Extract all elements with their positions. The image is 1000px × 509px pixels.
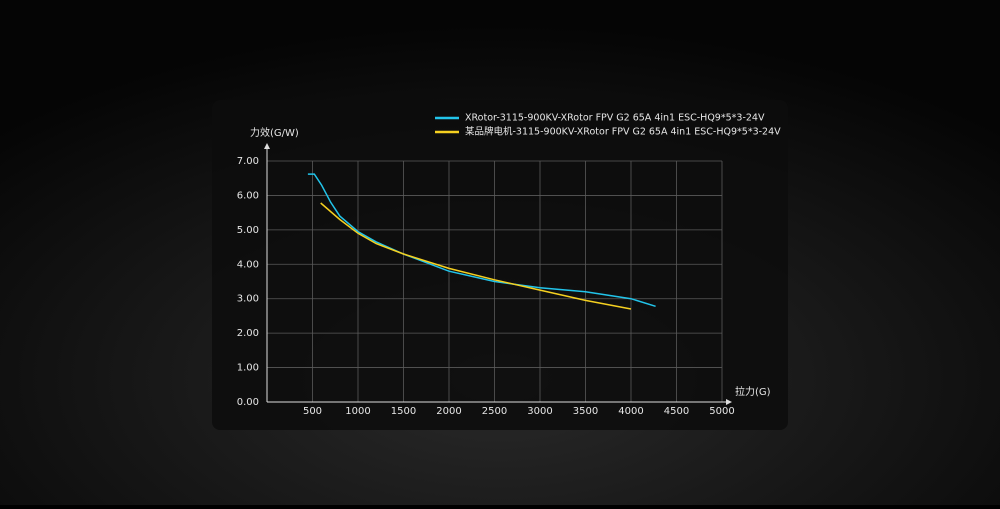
y-tick-label: 0.00 (237, 397, 259, 408)
legend-label: 某品牌电机-3115-900KV-XRotor FPV G2 65A 4in1 … (465, 126, 781, 138)
y-tick-label: 6.00 (237, 190, 259, 201)
x-tick-label: 1000 (345, 406, 370, 417)
x-tick-label: 5000 (709, 406, 734, 417)
x-tick-label: 2000 (436, 406, 461, 417)
y-axis-label: 力效(G/W) (250, 126, 299, 139)
y-tick-label: 3.00 (237, 294, 259, 305)
axis-arrow (264, 143, 270, 149)
x-tick-label: 4500 (664, 406, 689, 417)
series-line (320, 202, 632, 310)
x-tick-label: 500 (303, 406, 322, 417)
x-tick-label: 2500 (482, 406, 507, 417)
x-tick-label: 3000 (527, 406, 552, 417)
legend-label: XRotor-3115-900KV-XRotor FPV G2 65A 4in1… (465, 113, 765, 124)
axis-arrow (726, 399, 732, 405)
x-tick-label: 1500 (391, 406, 416, 417)
y-tick-label: 2.00 (237, 328, 259, 339)
chart-panel (212, 100, 788, 430)
y-tick-label: 4.00 (237, 259, 259, 270)
y-tick-label: 7.00 (237, 156, 259, 167)
x-tick-label: 3500 (573, 406, 598, 417)
x-axis-label: 拉力(G) (735, 385, 771, 398)
y-tick-label: 1.00 (237, 363, 259, 374)
y-tick-label: 5.00 (237, 225, 259, 236)
x-tick-label: 4000 (618, 406, 643, 417)
